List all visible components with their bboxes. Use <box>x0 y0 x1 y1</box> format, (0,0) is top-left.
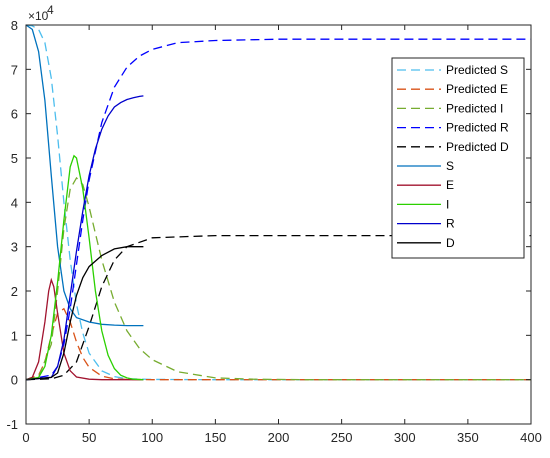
y-tick-label: 2 <box>11 284 18 299</box>
y-tick-label: 4 <box>11 195 18 210</box>
y-axis-multiplier: ×10 <box>28 9 49 23</box>
y-axis-multiplier-exponent: 4 <box>47 3 54 17</box>
legend-entry-label: Predicted D <box>446 140 509 154</box>
series-line-s <box>25 24 144 327</box>
legend-entry-label: E <box>446 178 454 192</box>
x-tick-label: 200 <box>268 430 290 445</box>
x-tick-label: 0 <box>22 430 29 445</box>
series-line-d <box>25 246 144 381</box>
series-line-predicted-s <box>25 24 531 381</box>
y-tick-label: 3 <box>11 240 18 255</box>
legend-box <box>391 57 525 259</box>
series-line-e <box>25 277 144 381</box>
legend-entry-label: D <box>446 236 455 250</box>
x-tick-label: 400 <box>520 430 542 445</box>
x-tick-label: 300 <box>394 430 416 445</box>
y-tick-label: 0 <box>11 373 18 388</box>
legend-entry-label: Predicted E <box>446 82 508 96</box>
legend: Predicted S Predicted E Predicted I Predict… <box>391 57 525 259</box>
series-line-predicted-d <box>25 234 531 381</box>
legend-entry-label: S <box>446 159 454 173</box>
legend-entry-label: Predicted S <box>446 63 508 77</box>
series-line-i <box>25 154 144 381</box>
x-tick-label: 350 <box>457 430 479 445</box>
y-tick-label: 8 <box>11 18 18 33</box>
y-tick-label: 1 <box>11 328 18 343</box>
y-tick-label: 7 <box>11 62 18 77</box>
series-layer <box>25 24 531 381</box>
legend-entry-label: Predicted I <box>446 101 503 115</box>
y-tick-label: 6 <box>11 107 18 122</box>
series-line-r <box>25 95 144 381</box>
legend-entry-label: I <box>446 197 449 211</box>
x-tick-label: 150 <box>205 430 227 445</box>
legend-entry-label: Predicted R <box>446 121 509 135</box>
x-tick-label: 100 <box>141 430 163 445</box>
x-tick-label: 250 <box>331 430 353 445</box>
axes-layer: 0 50 100 150 200 250 300 350 400 -1 0 1 2 3 4 5 6 7 8 <box>6 18 541 445</box>
series-line-predicted-i <box>25 176 531 381</box>
x-tick-label: 50 <box>82 430 96 445</box>
y-tick-label: -1 <box>6 417 18 432</box>
y-tick-label: 5 <box>11 151 18 166</box>
legend-entry-label: R <box>446 217 455 231</box>
